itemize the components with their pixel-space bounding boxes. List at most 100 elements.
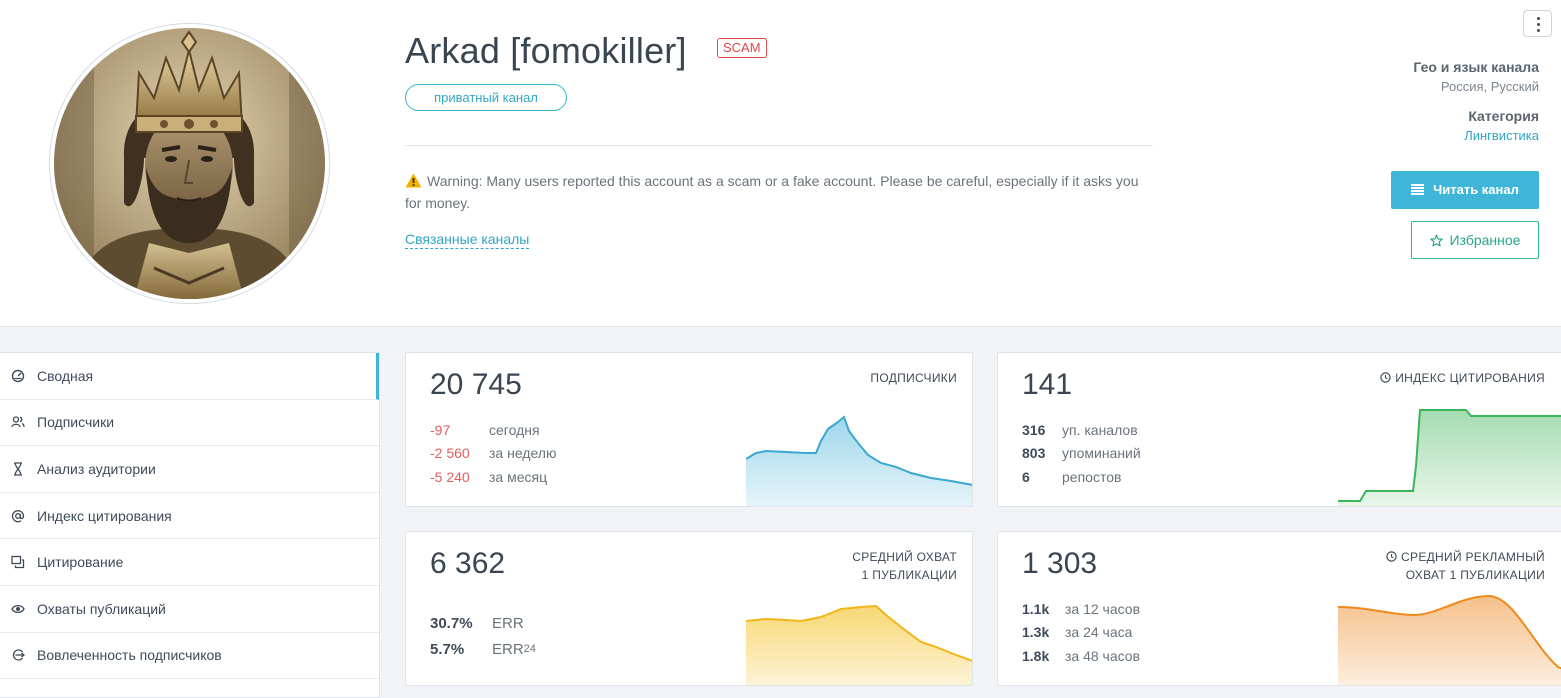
stat-row: 1.1k за 12 часов [1022,597,1140,621]
stat-value: 1.3k [1022,624,1050,641]
reach-sparkline [746,605,972,685]
average-reach-label-line1: СРЕДНИЙ ОХВАТ [852,550,957,564]
stat-label: ERR [492,640,524,658]
citation-sparkline [1338,409,1561,506]
kebab-dot-icon [1537,17,1540,20]
engagement-icon [12,649,25,661]
stat-row: -5 240 за месяц [430,465,556,489]
more-options-button[interactable] [1523,10,1552,37]
sidebar-item-label: Сводная [37,367,94,384]
ad-reach-value: 1 303 [1022,547,1098,580]
category-info: Категория Лингвистика [1464,108,1539,143]
stat-label: уп. каналов [1062,421,1138,438]
geo-info: Гео и язык канала Россия, Русский [1413,59,1539,94]
list-icon [1411,184,1425,195]
stat-value: 6 [1022,468,1030,485]
average-reach-label-line2: 1 ПУБЛИКАЦИИ [861,568,957,582]
subscribers-card[interactable]: 20 745 ПОДПИСЧИКИ -97 сегодня -2 560 за не… [405,352,973,507]
ad-reach-label: СРЕДНИЙ РЕКЛАМНЫЙ ОХВАТ 1 ПУБЛИКАЦИИ [1386,548,1545,584]
citation-index-card[interactable]: 141 ИНДЕКС ЦИТИРОВАНИЯ 316 уп. каналов 80… [997,352,1561,507]
read-channel-label: Читать канал [1433,182,1519,197]
channel-header: Arkad [fomokiller] SCAM приватный канал … [0,0,1561,327]
ad-reach-label-line1-wrap: СРЕДНИЙ РЕКЛАМНЫЙ [1386,548,1545,566]
stat-row: 316 уп. каналов [1022,418,1141,442]
related-channels-link[interactable]: Связанные каналы [405,231,530,249]
stat-row: 803 упоминаний [1022,442,1141,466]
sidebar-item-label: Подписчики [37,414,115,431]
scam-warning: Warning: Many users reported this accoun… [405,170,1150,214]
subscribers-count: 20 745 [430,368,522,401]
eye-icon [11,604,25,613]
warning-text: Warning: Many users reported this accoun… [405,173,1139,211]
stat-label: за 48 часов [1065,647,1141,664]
stat-value: 316 [1022,421,1046,438]
sidebar-item-summary[interactable]: Сводная [0,353,379,400]
stat-value: 803 [1022,445,1046,462]
stat-label: сегодня [489,421,540,438]
scam-badge: SCAM [717,38,767,58]
sidebar-item-label: Индекс цитирования [37,507,172,524]
category-label: Категория [1468,108,1539,124]
sidebar-item-engagement[interactable]: Вовлеченность подписчиков [0,633,379,680]
favorite-button[interactable]: Избранное [1411,221,1539,259]
sidebar-item-subscribers[interactable]: Подписчики [0,400,379,447]
stat-value: 30.7% [430,614,473,632]
citation-index-label-wrap: ИНДЕКС ЦИТИРОВАНИЯ [1380,369,1545,387]
average-reach-value: 6 362 [430,547,506,580]
subscribers-stats: -97 сегодня -2 560 за неделю -5 240 за меся… [430,418,556,489]
stat-row: -97 сегодня [430,418,556,442]
stat-label: за месяц [489,468,548,485]
stat-row: 1.3k за 24 часа [1022,621,1140,645]
warning-icon [405,173,422,188]
stat-value: 1.1k [1022,600,1050,617]
average-reach-label: СРЕДНИЙ ОХВАТ 1 ПУБЛИКАЦИИ [852,548,957,584]
avatar [54,28,325,299]
stat-value: 1.8k [1022,647,1050,664]
ad-reach-label-line1: СРЕДНИЙ РЕКЛАМНЫЙ [1401,550,1545,564]
stat-label: ERR [492,614,524,632]
sidebar-nav: Сводная Подписчики Анализ аудитории Инде… [0,352,380,698]
stat-value: -97 [430,421,451,438]
stat-row: 30.7% ERR [430,610,536,636]
sidebar-item-citation[interactable]: Цитирование [0,539,379,586]
quote-icon [11,556,25,569]
avatar-frame [49,23,330,304]
reach-stats: 30.7% ERR 5.7% ERR 24 [430,610,536,662]
geo-label: Гео и язык канала [1413,59,1539,75]
sidebar-item-label: Вовлеченность подписчиков [37,647,222,664]
kebab-dot-icon [1537,23,1540,26]
favorite-label: Избранное [1449,232,1521,248]
stat-row: -2 560 за неделю [430,442,556,466]
stat-label-subscript: 24 [523,643,536,655]
info-circle-icon [1380,372,1391,383]
stat-row: 1.8k за 48 часов [1022,644,1140,668]
stat-label: упоминаний [1062,445,1141,462]
citation-index-label: ИНДЕКС ЦИТИРОВАНИЯ [1395,371,1545,385]
stat-label: репостов [1062,468,1122,485]
average-reach-card[interactable]: 6 362 СРЕДНИЙ ОХВАТ 1 ПУБЛИКАЦИИ 30.7% ER… [405,531,973,686]
stat-value: -5 240 [430,468,470,485]
dashboard-icon [11,369,25,382]
stat-value: 5.7% [430,640,465,658]
category-link[interactable]: Лингвистика [1464,128,1539,143]
channel-title: Arkad [fomokiller] [405,30,687,71]
sidebar-item-more[interactable] [0,679,379,697]
sidebar-item-label: Цитирование [37,554,124,571]
ad-reach-card[interactable]: 1 303 СРЕДНИЙ РЕКЛАМНЫЙ ОХВАТ 1 ПУБЛИКАЦ… [997,531,1561,686]
sidebar-item-label: Анализ аудитории [37,460,156,477]
stat-row: 5.7% ERR 24 [430,636,536,662]
subscribers-sparkline [746,415,972,506]
sidebar-item-citation-index[interactable]: Индекс цитирования [0,493,379,540]
ad-reach-label-line2: ОХВАТ 1 ПУБЛИКАЦИИ [1405,568,1545,582]
ad-reach-sparkline [1338,595,1561,685]
citation-index-value: 141 [1022,368,1073,401]
users-icon [11,416,25,428]
at-icon [11,509,25,522]
private-channel-badge[interactable]: приватный канал [405,84,567,111]
sidebar-item-audience-analysis[interactable]: Анализ аудитории [0,446,379,493]
stat-label: за 12 часов [1065,600,1141,617]
hourglass-icon [14,462,22,476]
avatar-king-illustration [54,28,325,299]
read-channel-button[interactable]: Читать канал [1391,171,1539,209]
sidebar-item-post-reach[interactable]: Охваты публикаций [0,586,379,633]
